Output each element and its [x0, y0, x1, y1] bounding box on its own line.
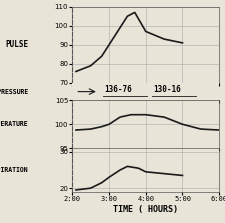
Text: TEMPERATURE: TEMPERATURE — [0, 121, 28, 127]
Text: BLOOD PRESSURE: BLOOD PRESSURE — [0, 89, 28, 95]
Text: 136-76: 136-76 — [104, 85, 132, 94]
Text: 130-16: 130-16 — [153, 85, 180, 94]
X-axis label: TIME ( HOURS): TIME ( HOURS) — [113, 205, 178, 214]
Text: PULSE: PULSE — [5, 40, 28, 49]
Text: RESPIRATION: RESPIRATION — [0, 167, 28, 173]
